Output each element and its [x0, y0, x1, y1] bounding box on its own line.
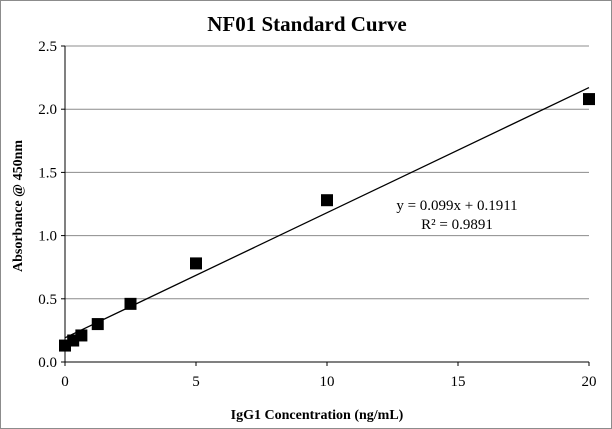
y-tick-label-3: 1.5 [38, 165, 57, 181]
data-point-6 [321, 194, 333, 207]
y-tick-label-2: 1.0 [38, 229, 57, 245]
data-points [59, 93, 595, 352]
data-point-4 [124, 297, 137, 310]
y-tick-label-0: 0.0 [38, 355, 57, 371]
grid-layer [61, 45, 590, 366]
x-tick-label-4: 20 [582, 374, 597, 390]
data-point-5 [190, 257, 202, 270]
y-tick-label-1: 0.5 [38, 292, 57, 308]
y-tick-label-5: 2.5 [38, 39, 57, 55]
x-axis-title: IgG1 Concentration (ng/mL) [231, 408, 404, 423]
r-squared-label: R² = 0.9891 [421, 217, 493, 233]
x-tick-label-3: 15 [451, 374, 466, 390]
chart-title: NF01 Standard Curve [207, 12, 407, 36]
y-axis-title: Absorbance @ 450nm [11, 140, 26, 272]
data-point-7 [583, 93, 595, 106]
data-point-3 [91, 318, 104, 331]
x-tick-label-2: 10 [320, 374, 335, 390]
data-point-2 [75, 329, 88, 342]
x-tick-label-0: 0 [61, 374, 69, 390]
trendline-equation: y = 0.099x + 0.1911 [396, 198, 517, 214]
y-tick-labels: 0.0 0.5 1.0 1.5 2.0 2.5 [38, 39, 57, 371]
trendline [64, 86, 590, 339]
y-tick-label-4: 2.0 [38, 102, 57, 118]
x-tick-label-1: 5 [192, 374, 200, 390]
x-tick-labels: 0 5 10 15 20 [61, 374, 596, 390]
